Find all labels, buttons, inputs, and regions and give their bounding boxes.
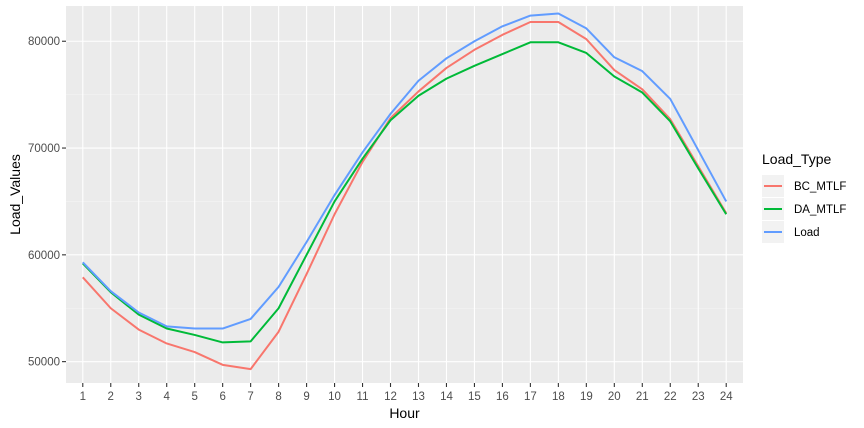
plot-panel xyxy=(66,6,743,383)
x-tick-label: 19 xyxy=(580,391,593,403)
x-tick-label: 10 xyxy=(328,391,341,403)
x-tick-label: 22 xyxy=(664,391,677,403)
x-tick-label: 12 xyxy=(384,391,397,403)
series-lines xyxy=(82,12,728,371)
x-tick-label: 18 xyxy=(552,391,565,403)
x-tick-label: 5 xyxy=(191,391,197,403)
x-tick-label: 14 xyxy=(440,391,453,403)
x-tick-label: 2 xyxy=(108,391,114,403)
x-tick-label: 1 xyxy=(80,391,86,403)
y-tick-label: 70000 xyxy=(28,143,60,155)
x-tick-label: 16 xyxy=(496,391,509,403)
x-tick-label: 23 xyxy=(692,391,705,403)
legend-label-bc-mtlf: BC_MTLF xyxy=(794,181,846,193)
x-axis: 1 2 3 4 5 6 7 8 9 10 11 12 13 14 15 16 17 18 19 20 21 22 23 24 xyxy=(80,383,733,403)
series-line-bc-mtlf xyxy=(82,21,728,371)
x-tick-label: 24 xyxy=(720,391,733,403)
y-tick-label: 50000 xyxy=(28,357,60,369)
y-tick-label: 80000 xyxy=(28,36,60,48)
major-gridlines xyxy=(66,6,743,383)
x-tick-label: 8 xyxy=(275,391,281,403)
x-axis-title: Hour xyxy=(389,405,420,421)
minor-gridlines xyxy=(66,94,743,309)
x-tick-label: 11 xyxy=(357,391,369,403)
x-tick-label: 4 xyxy=(164,391,171,403)
series-line-da-mtlf xyxy=(82,41,728,344)
x-tick-label: 21 xyxy=(636,391,649,403)
series-line-load xyxy=(82,12,728,330)
y-axis-title: Load_Values xyxy=(7,154,23,235)
x-tick-label: 7 xyxy=(247,391,253,403)
x-tick-label: 13 xyxy=(412,391,425,403)
y-axis: 50000 60000 70000 80000 xyxy=(28,36,66,369)
y-tick-label: 60000 xyxy=(28,250,60,262)
x-tick-label: 3 xyxy=(136,391,142,403)
legend-label-da-mtlf: DA_MTLF xyxy=(794,204,846,216)
x-tick-label: 6 xyxy=(219,391,225,403)
x-tick-label: 15 xyxy=(468,391,481,403)
legend-title: Load_Type xyxy=(762,151,831,167)
x-tick-label: 20 xyxy=(608,391,621,403)
x-tick-label: 17 xyxy=(524,391,537,403)
legend-label-load: Load xyxy=(794,227,820,239)
x-tick-label: 9 xyxy=(303,391,309,403)
legend: Load_Type BC_MTLF DA_MTLF Load xyxy=(762,151,846,243)
